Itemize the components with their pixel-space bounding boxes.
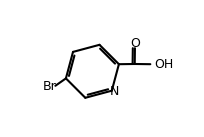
Text: OH: OH <box>154 58 173 71</box>
Text: O: O <box>130 37 139 50</box>
Text: N: N <box>109 85 119 98</box>
Text: Br: Br <box>43 80 57 93</box>
